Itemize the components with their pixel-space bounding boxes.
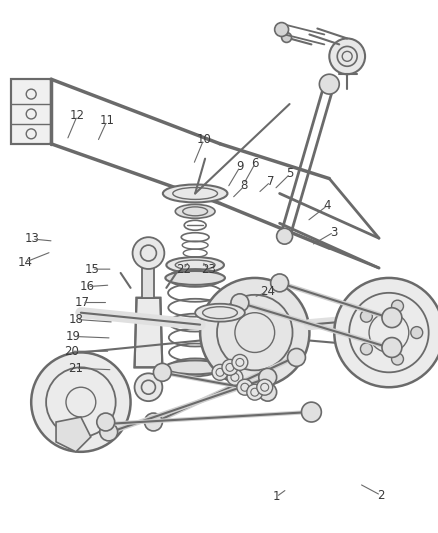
Ellipse shape <box>162 184 227 203</box>
Circle shape <box>360 343 371 355</box>
Circle shape <box>31 352 130 452</box>
Circle shape <box>96 413 114 431</box>
Circle shape <box>99 423 117 441</box>
Text: 14: 14 <box>18 256 32 269</box>
Polygon shape <box>11 79 51 144</box>
Circle shape <box>237 379 252 395</box>
Text: 22: 22 <box>175 263 191 276</box>
Circle shape <box>222 359 237 375</box>
Circle shape <box>226 369 242 385</box>
Text: 3: 3 <box>329 225 337 239</box>
Circle shape <box>287 349 305 366</box>
Circle shape <box>360 310 371 322</box>
Circle shape <box>281 33 291 43</box>
Text: 2: 2 <box>376 489 384 502</box>
Circle shape <box>301 402 321 422</box>
Circle shape <box>134 373 162 401</box>
Text: 6: 6 <box>251 157 258 169</box>
Circle shape <box>144 413 162 431</box>
Ellipse shape <box>165 271 224 285</box>
Text: 9: 9 <box>236 160 243 173</box>
Circle shape <box>274 22 288 36</box>
Circle shape <box>231 354 247 370</box>
Text: 24: 24 <box>259 286 274 298</box>
Circle shape <box>212 365 227 380</box>
Polygon shape <box>134 298 162 367</box>
Circle shape <box>246 384 262 400</box>
Circle shape <box>391 300 403 312</box>
Circle shape <box>276 228 292 244</box>
Text: 16: 16 <box>80 280 95 293</box>
Text: 13: 13 <box>25 232 39 246</box>
Text: 17: 17 <box>74 296 89 309</box>
Polygon shape <box>142 268 154 298</box>
Text: 19: 19 <box>65 330 80 343</box>
Circle shape <box>328 38 364 74</box>
Polygon shape <box>56 417 91 452</box>
Ellipse shape <box>175 204 215 219</box>
Text: 15: 15 <box>84 263 99 276</box>
Circle shape <box>200 278 309 387</box>
Circle shape <box>230 294 248 312</box>
Circle shape <box>318 74 339 94</box>
Text: 21: 21 <box>68 362 83 375</box>
Text: 8: 8 <box>240 180 247 192</box>
Circle shape <box>132 237 164 269</box>
Circle shape <box>258 368 276 386</box>
Circle shape <box>256 379 272 395</box>
Circle shape <box>381 308 401 328</box>
Text: 5: 5 <box>286 167 293 180</box>
Text: 1: 1 <box>272 490 279 503</box>
Ellipse shape <box>165 360 224 374</box>
Circle shape <box>333 278 438 387</box>
Ellipse shape <box>166 257 223 273</box>
Circle shape <box>153 364 171 381</box>
Text: 23: 23 <box>200 263 215 276</box>
Text: 11: 11 <box>99 115 114 127</box>
Circle shape <box>410 327 422 338</box>
Circle shape <box>381 337 401 358</box>
Circle shape <box>258 383 276 401</box>
Text: 10: 10 <box>196 133 211 146</box>
Text: 20: 20 <box>64 345 78 358</box>
Text: 4: 4 <box>323 199 330 212</box>
Circle shape <box>270 274 288 292</box>
Text: 18: 18 <box>69 313 84 326</box>
Ellipse shape <box>195 304 244 321</box>
Text: 7: 7 <box>266 175 274 188</box>
Circle shape <box>391 353 403 365</box>
Text: 12: 12 <box>70 109 85 122</box>
